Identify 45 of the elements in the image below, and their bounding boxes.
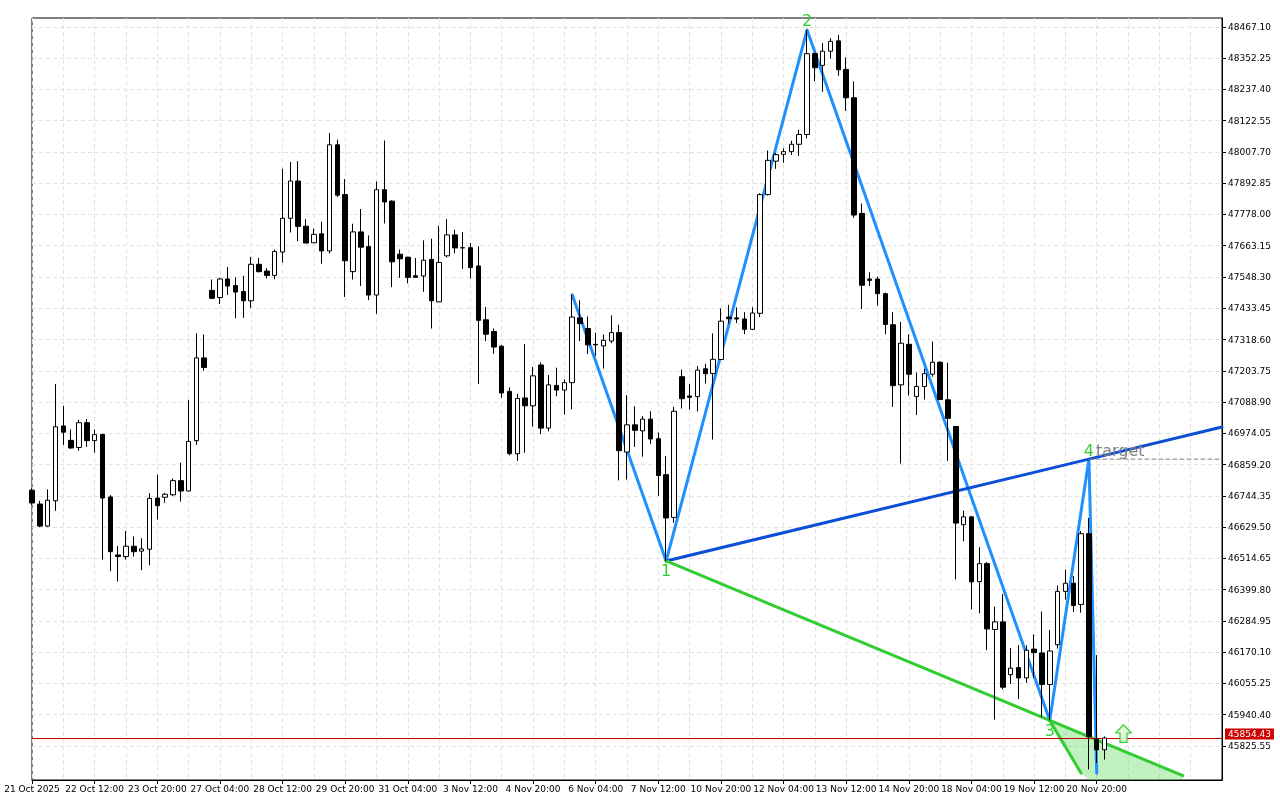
y-tick-label: 48467.10 (1228, 21, 1272, 32)
x-tick-label: 21 Oct 2025 (4, 783, 60, 794)
y-tick-label: 46399.80 (1228, 584, 1272, 595)
x-tick-label: 10 Nov 20:00 (690, 783, 752, 794)
annotation: 4 (1083, 440, 1094, 460)
x-tick-label: 28 Oct 12:00 (253, 783, 313, 794)
y-tick-label: 46859.20 (1228, 459, 1272, 470)
x-tick-label: 7 Nov 12:00 (630, 783, 687, 794)
y-tick-label: 47433.45 (1228, 303, 1271, 314)
x-tick-label: 14 Nov 20:00 (878, 783, 940, 794)
x-tick-label: 29 Oct 20:00 (315, 783, 375, 794)
x-tick-label: 27 Oct 04:00 (190, 783, 250, 794)
y-tick-label: 48237.40 (1228, 84, 1272, 95)
y-tick-label: 47892.85 (1228, 178, 1271, 189)
y-tick-label: 48352.25 (1228, 53, 1271, 64)
y-tick-label: 46055.25 (1228, 678, 1271, 689)
y-tick-label: 48122.55 (1228, 115, 1271, 126)
y-tick-label: 47663.15 (1228, 240, 1271, 251)
x-tick-label: 19 Nov 12:00 (1003, 783, 1065, 794)
y-tick-label: 46629.50 (1228, 522, 1272, 533)
x-tick-label: 13 Nov 12:00 (815, 783, 877, 794)
y-tick-label: 46514.65 (1228, 553, 1271, 564)
y-tick-label: 47778.00 (1228, 209, 1272, 220)
y-tick-label: 48007.70 (1228, 146, 1272, 157)
x-tick-label: 22 Oct 12:00 (65, 783, 125, 794)
annotation: 1 (661, 561, 672, 581)
y-tick-label: 46744.35 (1228, 490, 1271, 501)
x-tick-label: 12 Nov 04:00 (753, 783, 815, 794)
y-tick-label: 46284.95 (1228, 615, 1271, 626)
y-tick-label: 47318.60 (1228, 334, 1272, 345)
x-tick-label: 23 Oct 20:00 (127, 783, 187, 794)
y-tick-label: 46974.05 (1228, 428, 1271, 439)
y-tick-label: 46170.10 (1228, 647, 1272, 658)
y-tick-label: 47088.90 (1228, 397, 1272, 408)
x-tick-label: 18 Nov 04:00 (941, 783, 1003, 794)
x-tick-label: 3 Nov 12:00 (442, 783, 499, 794)
y-tick-label: 45825.55 (1228, 740, 1271, 751)
x-tick-label: 6 Nov 04:00 (568, 783, 624, 794)
y-tick-label: 47203.75 (1228, 365, 1271, 376)
x-tick-label: 4 Nov 20:00 (505, 783, 561, 794)
x-tick-label: 20 Nov 20:00 (1066, 783, 1128, 794)
x-tick-label: 31 Oct 04:00 (378, 783, 438, 794)
y-tick-label: 45940.40 (1228, 709, 1272, 720)
ref-line-label: 45854.43 (1228, 728, 1271, 739)
y-tick-label: 47548.30 (1228, 272, 1272, 282)
